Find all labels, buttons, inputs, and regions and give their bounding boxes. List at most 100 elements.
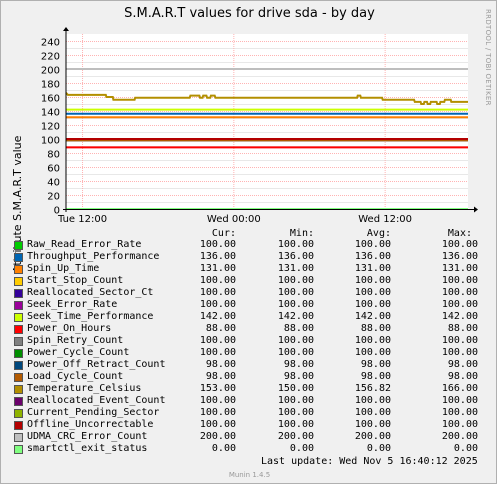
legend-value-avg: 100.00 — [354, 275, 391, 286]
legend-value-cur: 100.00 — [199, 335, 236, 346]
legend-value-avg: 100.00 — [354, 347, 391, 358]
legend-value-cur: 136.00 — [199, 251, 236, 262]
legend-value-min: 100.00 — [277, 347, 314, 358]
header-avg: Avg: — [366, 228, 391, 239]
legend-value-avg: 200.00 — [354, 431, 391, 442]
legend-swatch — [14, 445, 23, 454]
legend-label: Temperature_Celsius — [27, 383, 142, 394]
rrdtool-credit: RRDTOOL / TOBI OETIKER — [484, 9, 492, 106]
legend-value-max: 131.00 — [441, 263, 478, 274]
legend-value-cur: 100.00 — [199, 347, 236, 358]
y-tick-label: 60 — [47, 164, 60, 175]
legend-value-avg: 100.00 — [354, 287, 391, 298]
legend-value-min: 142.00 — [277, 311, 314, 322]
legend-value-cur: 100.00 — [199, 395, 236, 406]
x-axis-arrow — [474, 206, 478, 213]
legend-value-cur: 100.00 — [199, 275, 236, 286]
y-tick-label: 120 — [41, 122, 60, 133]
legend-swatch — [14, 361, 23, 370]
legend-label: Load_Cycle_Count — [27, 371, 124, 382]
legend-value-avg: 98.00 — [360, 359, 391, 370]
legend-value-cur: 100.00 — [199, 239, 236, 250]
legend-value-cur: 131.00 — [199, 263, 236, 274]
legend-value-min: 100.00 — [277, 299, 314, 310]
chart-title: S.M.A.R.T values for drive sda - by day — [124, 6, 375, 21]
legend-value-max: 142.00 — [441, 311, 478, 322]
legend-swatch — [14, 409, 23, 418]
legend-value-max: 100.00 — [441, 299, 478, 310]
legend-value-max: 88.00 — [447, 323, 478, 334]
legend-value-cur: 0.00 — [211, 443, 236, 454]
x-tick-label: Wed 12:00 — [358, 214, 412, 225]
legend-label: Reallocated_Sector_Ct — [27, 287, 154, 298]
legend-value-max: 0.00 — [453, 443, 478, 454]
legend-value-avg: 100.00 — [354, 299, 391, 310]
legend-value-cur: 98.00 — [205, 371, 236, 382]
legend-value-min: 98.00 — [283, 371, 314, 382]
legend-label: Power_Cycle_Count — [27, 347, 130, 358]
legend-label: Current_Pending_Sector — [27, 407, 160, 418]
legend-swatch — [14, 241, 23, 250]
legend-value-min: 100.00 — [277, 335, 314, 346]
legend-swatch — [14, 277, 23, 286]
legend-value-max: 100.00 — [441, 347, 478, 358]
legend-value-cur: 100.00 — [199, 407, 236, 418]
legend-value-min: 0.00 — [289, 443, 314, 454]
legend-value-max: 100.00 — [441, 239, 478, 250]
y-tick-label: 180 — [41, 80, 60, 91]
y-tick-label: 100 — [41, 136, 60, 147]
legend-value-cur: 200.00 — [199, 431, 236, 442]
x-tick-label: Tue 12:00 — [57, 214, 107, 225]
legend-swatch — [14, 373, 23, 382]
legend-value-max: 98.00 — [447, 371, 478, 382]
legend-value-min: 100.00 — [277, 287, 314, 298]
legend-value-max: 100.00 — [441, 287, 478, 298]
legend-value-avg: 100.00 — [354, 419, 391, 430]
legend-value-avg: 156.82 — [354, 383, 391, 394]
legend-value-min: 100.00 — [277, 419, 314, 430]
legend-swatch — [14, 385, 23, 394]
legend-value-max: 136.00 — [441, 251, 478, 262]
legend-value-max: 100.00 — [441, 407, 478, 418]
legend-label: Offline_Uncorrectable — [27, 419, 154, 430]
legend-label: Power_Off_Retract_Count — [27, 359, 166, 370]
y-axis-arrow — [63, 27, 69, 31]
legend-swatch — [14, 421, 23, 430]
legend-label: Seek_Error_Rate — [27, 299, 118, 310]
y-tick-label: 220 — [41, 52, 60, 63]
legend-value-cur: 100.00 — [199, 299, 236, 310]
legend-swatch — [14, 325, 23, 334]
legend-label: UDMA_CRC_Error_Count — [27, 431, 148, 442]
legend-value-min: 98.00 — [283, 359, 314, 370]
legend-label: Power_On_Hours — [27, 323, 112, 334]
legend-label: smartctl_exit_status — [27, 443, 148, 454]
legend-value-avg: 100.00 — [354, 395, 391, 406]
legend-value-cur: 100.00 — [199, 419, 236, 430]
legend-value-avg: 0.00 — [366, 443, 391, 454]
y-tick-label: 40 — [47, 178, 60, 189]
legend-value-avg: 88.00 — [360, 323, 391, 334]
legend-label: Throughput_Performance — [27, 251, 160, 262]
legend-value-max: 200.00 — [441, 431, 478, 442]
last-update: Last update: Wed Nov 5 16:40:12 2025 — [261, 456, 478, 467]
legend-value-cur: 98.00 — [205, 359, 236, 370]
legend-value-cur: 153.00 — [199, 383, 236, 394]
legend-value-avg: 142.00 — [354, 311, 391, 322]
y-tick-label: 20 — [47, 192, 60, 203]
legend-value-min: 100.00 — [277, 239, 314, 250]
y-tick-label: 0 — [54, 206, 60, 217]
legend-value-avg: 98.00 — [360, 371, 391, 382]
legend-value-max: 166.00 — [441, 383, 478, 394]
plot-area: 0 20 40 60 80 100 120 140 160 180 200 220 240 Tue 12:… — [41, 27, 478, 225]
header-min: Min: — [289, 228, 314, 239]
legend-value-max: 100.00 — [441, 395, 478, 406]
plot-background — [66, 34, 468, 209]
legend-swatch — [14, 313, 23, 322]
legend-value-max: 98.00 — [447, 359, 478, 370]
header-cur: Cur: — [211, 228, 236, 239]
legend-value-cur: 100.00 — [199, 287, 236, 298]
legend-value-max: 100.00 — [441, 335, 478, 346]
y-tick-label: 160 — [41, 94, 60, 105]
y-tick-label: 80 — [47, 150, 60, 161]
